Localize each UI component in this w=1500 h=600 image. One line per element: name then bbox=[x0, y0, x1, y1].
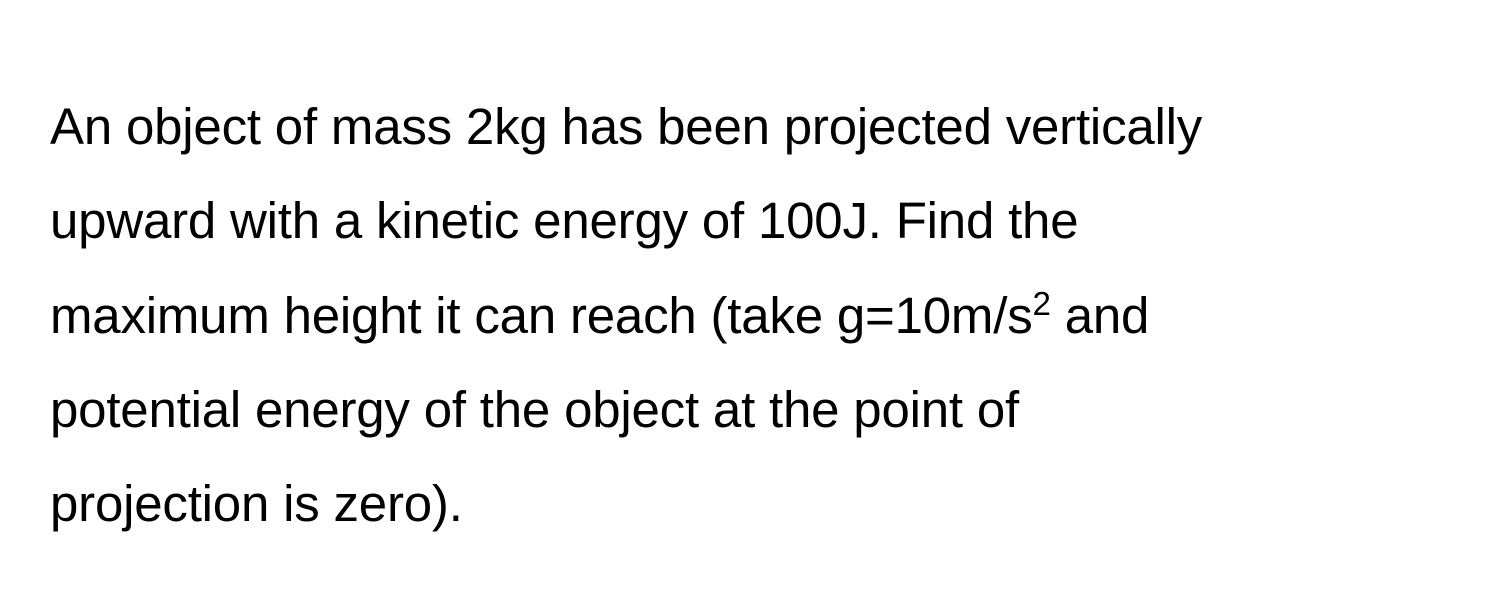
problem-container: An object of mass 2kg has been projected… bbox=[0, 0, 1500, 600]
physics-problem-text: An object of mass 2kg has been projected… bbox=[50, 80, 1450, 552]
problem-line-1: An object of mass 2kg has been projected… bbox=[50, 98, 1202, 155]
problem-line-4: potential energy of the object at the po… bbox=[50, 381, 1019, 438]
problem-line-5: projection is zero). bbox=[50, 475, 463, 532]
exponent-2: 2 bbox=[1033, 286, 1051, 323]
problem-line-3-pre: maximum height it can reach (take g=10m/… bbox=[50, 287, 1033, 344]
problem-line-2: upward with a kinetic energy of 100J. Fi… bbox=[50, 192, 1078, 249]
problem-line-3-post: and bbox=[1051, 287, 1149, 344]
